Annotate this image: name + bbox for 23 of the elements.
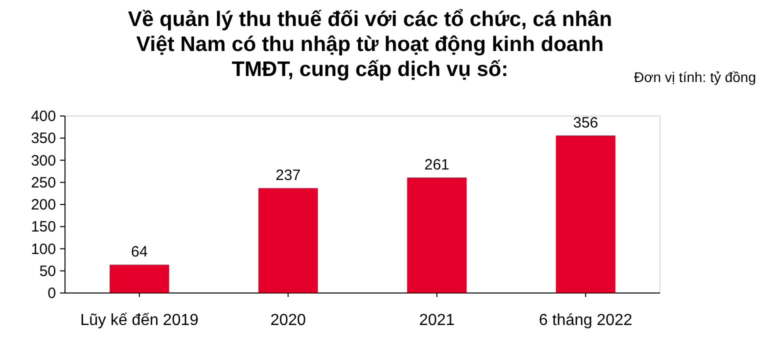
x-tick-label: 2020 xyxy=(270,312,306,329)
y-tick-label: 300 xyxy=(30,152,56,170)
data-label: 356 xyxy=(573,114,598,132)
data-label: 237 xyxy=(276,167,301,184)
y-tick-label: 50 xyxy=(39,262,56,280)
x-tick-label: Lũy kế đến 2019 xyxy=(80,312,199,329)
bar xyxy=(407,178,467,293)
y-tick-label: 150 xyxy=(30,218,56,236)
y-tick-label: 400 xyxy=(30,108,56,125)
y-tick-label: 0 xyxy=(48,285,56,302)
y-tick-label: 250 xyxy=(30,174,56,192)
y-tick-label: 200 xyxy=(30,196,56,214)
data-label: 64 xyxy=(131,244,148,261)
bar xyxy=(556,135,616,293)
bar xyxy=(110,264,170,293)
bar xyxy=(258,188,318,293)
data-label: 261 xyxy=(424,156,450,174)
y-tick-label: 350 xyxy=(30,130,56,148)
chart-title: Về quản lý thu thuế đối với các tổ chức, cá nhân Việt Nam có thu nhập từ hoạt động kinh doanh TMĐT, cung cấp dịch vụ số: xyxy=(128,8,612,81)
x-tick-label: 6 tháng 2022 xyxy=(538,312,632,329)
x-tick-label: 2021 xyxy=(419,312,455,329)
text: Đơn vị tính: tỷ đồng xyxy=(634,69,756,85)
y-tick-label: 100 xyxy=(30,240,56,258)
